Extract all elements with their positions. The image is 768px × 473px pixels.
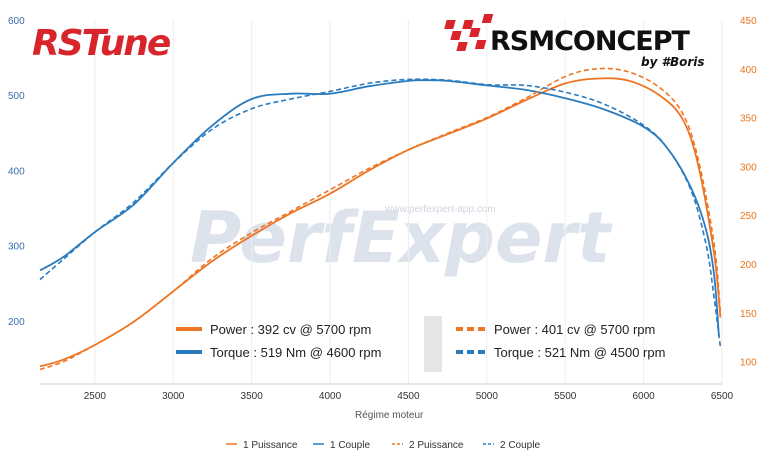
right-y-tick-labels: 100 150 200 250 300 350 400 450 bbox=[740, 16, 757, 369]
right-y-tick-label: 400 bbox=[740, 65, 757, 76]
watermark: PerfExpert www.perfexpert-app.com bbox=[190, 197, 613, 279]
rsmconcept-logo-text: RSMCONCEPT bbox=[490, 26, 691, 57]
left-y-tick-labels: 200 300 400 500 600 bbox=[8, 16, 25, 328]
x-tick-labels: 2500 3000 3500 4000 4500 5000 5500 6000 6500 bbox=[84, 391, 734, 402]
vertical-grid bbox=[94, 20, 723, 384]
legend: 1 Puissance 1 Couple 2 Puissance 2 Couple bbox=[226, 440, 540, 451]
run2-power-summary: Power : 401 cv @ 5700 rpm bbox=[494, 322, 655, 337]
right-y-tick-label: 150 bbox=[740, 309, 757, 320]
x-tick-label: 6000 bbox=[632, 391, 655, 402]
checkered-flag-icon bbox=[444, 14, 494, 51]
legend-label: 1 Couple bbox=[330, 440, 370, 451]
legend-label: 1 Puissance bbox=[243, 440, 298, 451]
series-line-3 bbox=[39, 67, 722, 371]
right-y-tick-label: 350 bbox=[740, 114, 757, 125]
x-axis-label: Régime moteur bbox=[355, 410, 424, 421]
series-line-4 bbox=[39, 78, 722, 348]
run1-torque-summary: Torque : 519 Nm @ 4600 rpm bbox=[210, 345, 381, 360]
summary-box: Power : 392 cv @ 5700 rpm Torque : 519 N… bbox=[176, 316, 665, 372]
x-tick-label: 3000 bbox=[162, 391, 185, 402]
rstune-logo-text: RSTune bbox=[32, 23, 171, 64]
x-tick-label: 5000 bbox=[476, 391, 499, 402]
left-y-tick-label: 400 bbox=[8, 166, 25, 177]
left-y-tick-label: 500 bbox=[8, 91, 25, 102]
left-y-tick-label: 200 bbox=[8, 317, 25, 328]
run1-power-summary: Power : 392 cv @ 5700 rpm bbox=[210, 322, 371, 337]
x-tick-label: 4000 bbox=[319, 391, 342, 402]
right-y-tick-label: 100 bbox=[740, 358, 757, 369]
rsmconcept-byline: by #Boris bbox=[641, 55, 705, 69]
right-y-tick-label: 250 bbox=[740, 211, 757, 222]
right-y-tick-label: 300 bbox=[740, 162, 757, 173]
rstune-logo: RSTune bbox=[32, 23, 173, 64]
right-y-tick-label: 200 bbox=[740, 260, 757, 271]
left-y-tick-label: 300 bbox=[8, 242, 25, 253]
watermark-url: www.perfexpert-app.com bbox=[384, 204, 496, 215]
x-tick-label: 4500 bbox=[397, 391, 420, 402]
left-y-tick-label: 600 bbox=[8, 16, 25, 27]
x-tick-label: 3500 bbox=[241, 391, 264, 402]
legend-label: 2 Couple bbox=[500, 440, 540, 451]
summary-divider bbox=[424, 316, 442, 372]
legend-label: 2 Puissance bbox=[409, 440, 464, 451]
rsmconcept-logo: RSMCONCEPT by #Boris bbox=[444, 14, 705, 69]
watermark-text: PerfExpert bbox=[190, 197, 613, 279]
x-tick-label: 5500 bbox=[554, 391, 577, 402]
x-tick-label: 6500 bbox=[711, 391, 734, 402]
series-lines bbox=[39, 67, 722, 371]
x-tick-label: 2500 bbox=[84, 391, 107, 402]
right-y-tick-label: 450 bbox=[740, 16, 757, 27]
run2-torque-summary: Torque : 521 Nm @ 4500 rpm bbox=[494, 345, 665, 360]
